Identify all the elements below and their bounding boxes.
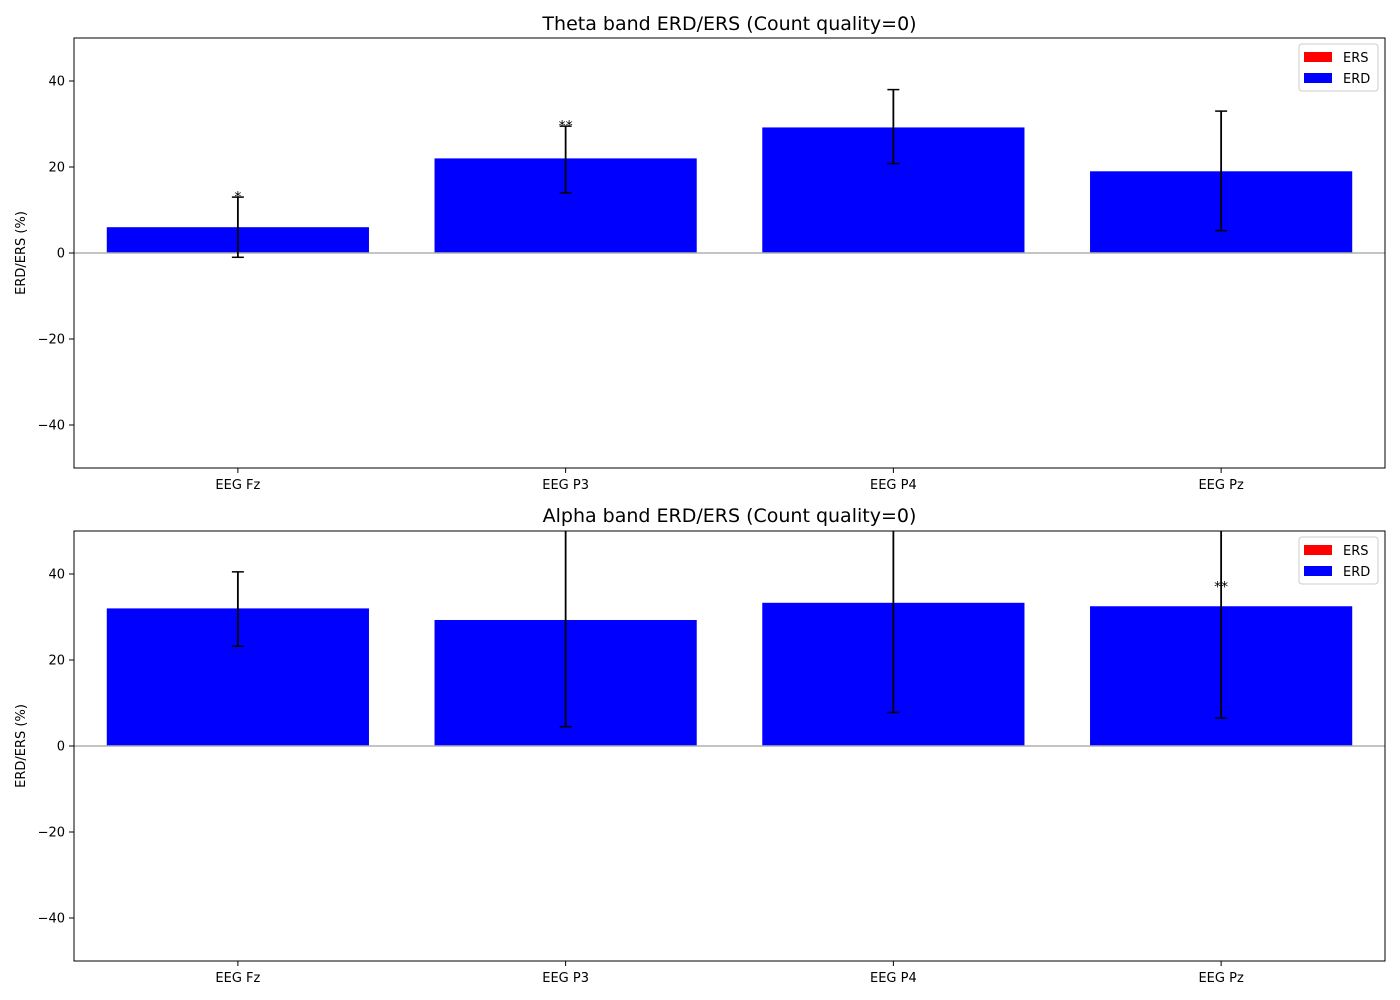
y-tick-label: −20 (38, 333, 65, 348)
legend-swatch-erd (1304, 566, 1332, 576)
error-bar (887, 531, 900, 714)
y-axis-label: ERD/ERS (%) (14, 211, 29, 295)
x-tick-label: EEG P3 (542, 971, 589, 986)
y-tick-label: −20 (38, 826, 65, 841)
chart-panel-1: Theta band ERD/ERS (Count quality=0) ERD/… (14, 13, 1386, 493)
legend: ERS ERD (1298, 536, 1379, 585)
legend-label-erd: ERD (1343, 565, 1370, 580)
x-tick-label: EEG P4 (870, 478, 917, 493)
significance-marker: ** (1214, 579, 1228, 595)
y-tick-label: 40 (48, 75, 65, 90)
chart-title: Theta band ERD/ERS (Count quality=0) (541, 13, 916, 35)
y-tick-label: 0 (57, 247, 65, 262)
legend-swatch-ers (1304, 545, 1332, 555)
plot-area: ** (74, 531, 1385, 747)
y-tick-label: −40 (38, 912, 65, 927)
plot-area: *** (74, 88, 1385, 259)
significance-marker: * (234, 190, 241, 206)
legend-label-ers: ERS (1343, 544, 1369, 559)
x-tick-label: EEG Pz (1198, 478, 1243, 493)
legend-swatch-erd (1304, 73, 1332, 83)
y-axis-label: ERD/ERS (%) (14, 704, 29, 788)
chart-panel-2: Alpha band ERD/ERS (Count quality=0) ERD/… (14, 505, 1386, 986)
y-tick-label: 20 (48, 654, 65, 669)
legend-label-erd: ERD (1343, 72, 1370, 87)
significance-marker: ** (559, 119, 573, 135)
y-tick-label: 40 (48, 568, 65, 583)
error-bar (559, 125, 572, 194)
x-tick-label: EEG P3 (542, 478, 589, 493)
error-bar (231, 571, 244, 647)
x-tick-label: EEG Fz (215, 478, 260, 493)
x-tick-label: EEG Fz (215, 971, 260, 986)
legend-swatch-ers (1304, 52, 1332, 62)
y-tick-label: 20 (48, 161, 65, 176)
chart-title: Alpha band ERD/ERS (Count quality=0) (543, 505, 917, 527)
error-bar (1215, 531, 1228, 719)
legend-label-ers: ERS (1343, 51, 1369, 66)
x-tick-label: EEG Pz (1198, 971, 1243, 986)
y-tick-label: 0 (57, 740, 65, 755)
y-tick-label: −40 (38, 419, 65, 434)
error-bar (887, 88, 900, 165)
error-bar (231, 196, 244, 259)
error-bar (559, 531, 572, 728)
x-tick-label: EEG P4 (870, 971, 917, 986)
error-bar (1215, 110, 1228, 232)
legend: ERS ERD (1298, 43, 1379, 92)
